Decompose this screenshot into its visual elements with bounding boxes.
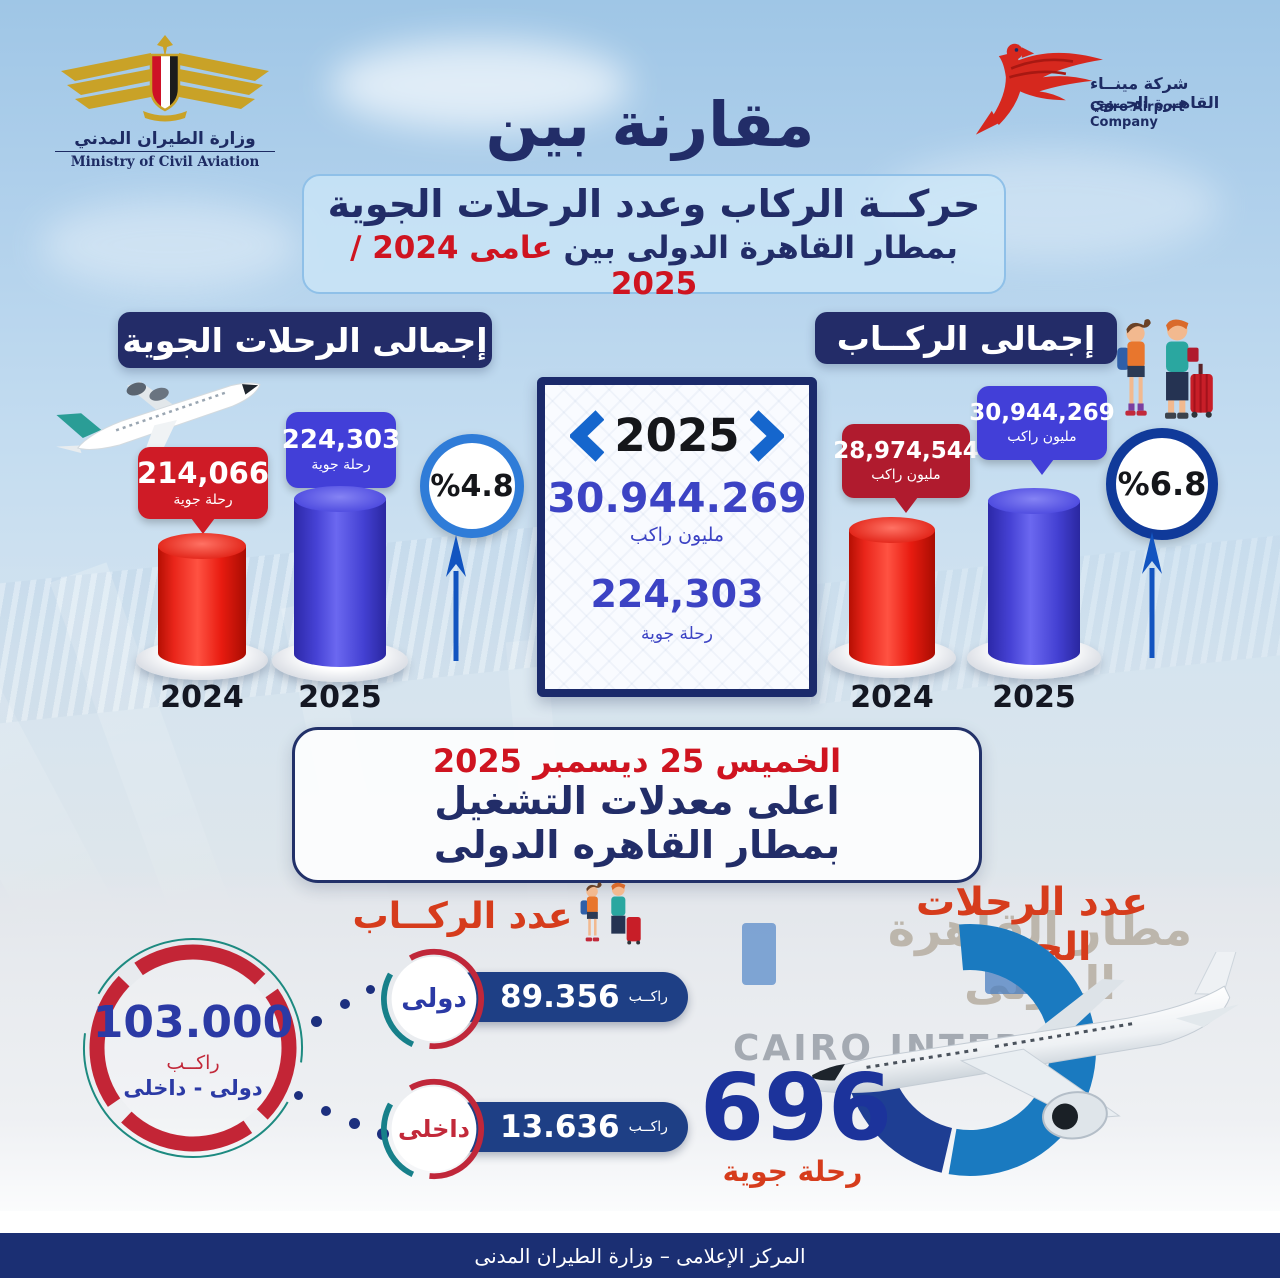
connector-dot bbox=[311, 1016, 322, 1027]
flights-2025-value: 224,303 bbox=[281, 424, 401, 455]
daily-flights-unit: رحلة جوية bbox=[722, 1155, 863, 1188]
summary-passengers-unit: مليون راكب bbox=[629, 524, 725, 546]
passengers-bar-2024 bbox=[849, 517, 935, 666]
flights-year-2024: 2024 bbox=[160, 680, 244, 715]
summary-2025-box: 2025 30.944.269 مليون راكب 224,303 رحلة … bbox=[537, 377, 817, 697]
flights-2024-callout: 214,066 رحلة جوية bbox=[136, 447, 270, 534]
flights-2024-unit: رحلة جوية bbox=[173, 491, 233, 508]
travelers-small-icon bbox=[580, 882, 641, 945]
domestic-value: 13.636 bbox=[500, 1109, 620, 1145]
flights-2025-callout: 224,303 رحلة جوية bbox=[282, 412, 400, 503]
flights-year-2025: 2025 bbox=[298, 680, 382, 715]
connector-dot bbox=[294, 1091, 303, 1100]
chevron-right-icon bbox=[749, 409, 784, 462]
cloud bbox=[330, 40, 630, 130]
passengers-2024-value: 28,974,544 bbox=[833, 438, 979, 465]
summary-flights-unit: رحلة جوية bbox=[640, 624, 713, 644]
airport-company-name-arabic: شركة مينــاء القاهـرة الجــوي bbox=[1090, 74, 1220, 112]
airplane-icon bbox=[56, 381, 261, 471]
domestic-label: داخلى bbox=[398, 1115, 470, 1143]
summary-year: 2025 bbox=[614, 409, 740, 462]
large-airplane-icon bbox=[800, 952, 1239, 1140]
summary-passengers-value: 30.944.269 bbox=[547, 474, 807, 522]
airport-company-logo: شركة مينــاء القاهـرة الجــوي Cairo Airp… bbox=[960, 34, 1250, 144]
connector-dot bbox=[366, 985, 375, 994]
flights-bar-2025 bbox=[294, 486, 386, 667]
record-day-line1: اعلى معدلات التشغيل bbox=[434, 779, 840, 824]
flights-growth-badge: %4.8 bbox=[420, 434, 524, 538]
ministry-wings-icon bbox=[61, 35, 269, 122]
airport-company-name-english: Cairo Airport Company bbox=[1090, 100, 1185, 130]
subtitle-line1: حركــة الركاب وعدد الرحلات الجوية bbox=[327, 182, 981, 226]
summary-flights-value: 224,303 bbox=[590, 572, 764, 616]
connector-dot bbox=[349, 1118, 360, 1129]
daily-passengers-title: عدد الركــاب bbox=[352, 896, 573, 937]
international-passengers-pill: 89.356 راكــب bbox=[448, 972, 688, 1022]
passengers-year-2025: 2025 bbox=[992, 680, 1076, 715]
travelers-icon bbox=[1117, 319, 1213, 419]
record-day-box: الخميس 25 ديسمبر 2025 اعلى معدلات التشغي… bbox=[292, 727, 982, 883]
passengers-2025-callout: 30,944,269 مليون راكب bbox=[969, 386, 1115, 475]
record-day-line2: بمطار القاهره الدولى bbox=[433, 823, 841, 867]
passengers-section-title: إجمالى الركــاب bbox=[815, 312, 1117, 364]
ministry-name-arabic: وزارة الطيران المدني bbox=[55, 129, 275, 152]
passengers-2024-unit: مليون راكب bbox=[871, 466, 941, 483]
flights-section-title: إجمالى الرحلات الجوية bbox=[118, 312, 492, 368]
flights-2024-value: 214,066 bbox=[136, 456, 270, 491]
flights-2025-unit: رحلة جوية bbox=[311, 457, 371, 474]
passengers-year-2024: 2024 bbox=[850, 680, 934, 715]
total-passengers-value: 103.000 bbox=[92, 996, 294, 1048]
flights-bar-2024 bbox=[158, 533, 246, 666]
ministry-name-english: Ministry of Civil Aviation bbox=[70, 154, 260, 170]
passengers-2025-value: 30,944,269 bbox=[969, 400, 1115, 427]
connector-dot bbox=[321, 1106, 331, 1116]
total-passengers-circle: 103.000 راكــب دولى - داخلى bbox=[68, 923, 318, 1173]
passengers-growth-badge: %6.8 bbox=[1106, 428, 1218, 540]
subtitle-box: حركــة الركاب وعدد الرحلات الجوية بمطار … bbox=[302, 174, 1006, 302]
record-day-date: الخميس 25 ديسمبر 2025 bbox=[432, 742, 842, 781]
chevron-left-icon bbox=[570, 409, 605, 462]
passengers-bar-2025 bbox=[988, 488, 1080, 665]
domestic-passengers-pill: 13.636 راكــب bbox=[448, 1102, 688, 1152]
growth-arrow-icon bbox=[1142, 532, 1162, 658]
international-value: 89.356 bbox=[500, 979, 620, 1015]
ministry-logo: وزارة الطيران المدني Ministry of Civil A… bbox=[55, 33, 275, 170]
footer-text: المركز الإعلامى – وزارة الطيران المدنى bbox=[474, 1243, 806, 1268]
footer-bar: المركز الإعلامى – وزارة الطيران المدنى bbox=[0, 1233, 1280, 1278]
summary-box-pattern bbox=[545, 385, 809, 689]
main-title: مقارنة بين bbox=[485, 88, 815, 161]
total-passengers-unit: راكــب bbox=[166, 1051, 220, 1074]
international-circle-icon bbox=[381, 946, 487, 1052]
domestic-circle-icon bbox=[381, 1076, 487, 1182]
subtitle-line2: بمطار القاهرة الدولى بين عامى 2024 / 202… bbox=[304, 230, 1004, 302]
subtitle-line2-text: بمطار القاهرة الدولى بين bbox=[552, 230, 958, 266]
connector-dot bbox=[340, 999, 350, 1009]
footer-divider bbox=[0, 1211, 1280, 1233]
daily-flights-value: 696 bbox=[700, 1054, 893, 1161]
total-passengers-scope: دولى - داخلى bbox=[123, 1075, 263, 1100]
passengers-2025-unit: مليون راكب bbox=[1007, 428, 1077, 445]
subtitle-line2-years: عامى 2024 / 2025 bbox=[350, 230, 698, 302]
international-unit: راكــب bbox=[628, 989, 668, 1005]
total-passengers-ring-icon bbox=[82, 938, 303, 1158]
cloud bbox=[40, 200, 300, 290]
bg-road-sign bbox=[742, 923, 776, 985]
domestic-unit: راكــب bbox=[628, 1119, 668, 1135]
international-label: دولى bbox=[401, 984, 467, 1014]
growth-arrow-icon bbox=[446, 535, 466, 661]
falcon-icon bbox=[975, 43, 1103, 135]
summary-year-row: 2025 bbox=[570, 409, 784, 462]
passengers-2024-callout: 28,974,544 مليون راكب bbox=[833, 424, 979, 513]
